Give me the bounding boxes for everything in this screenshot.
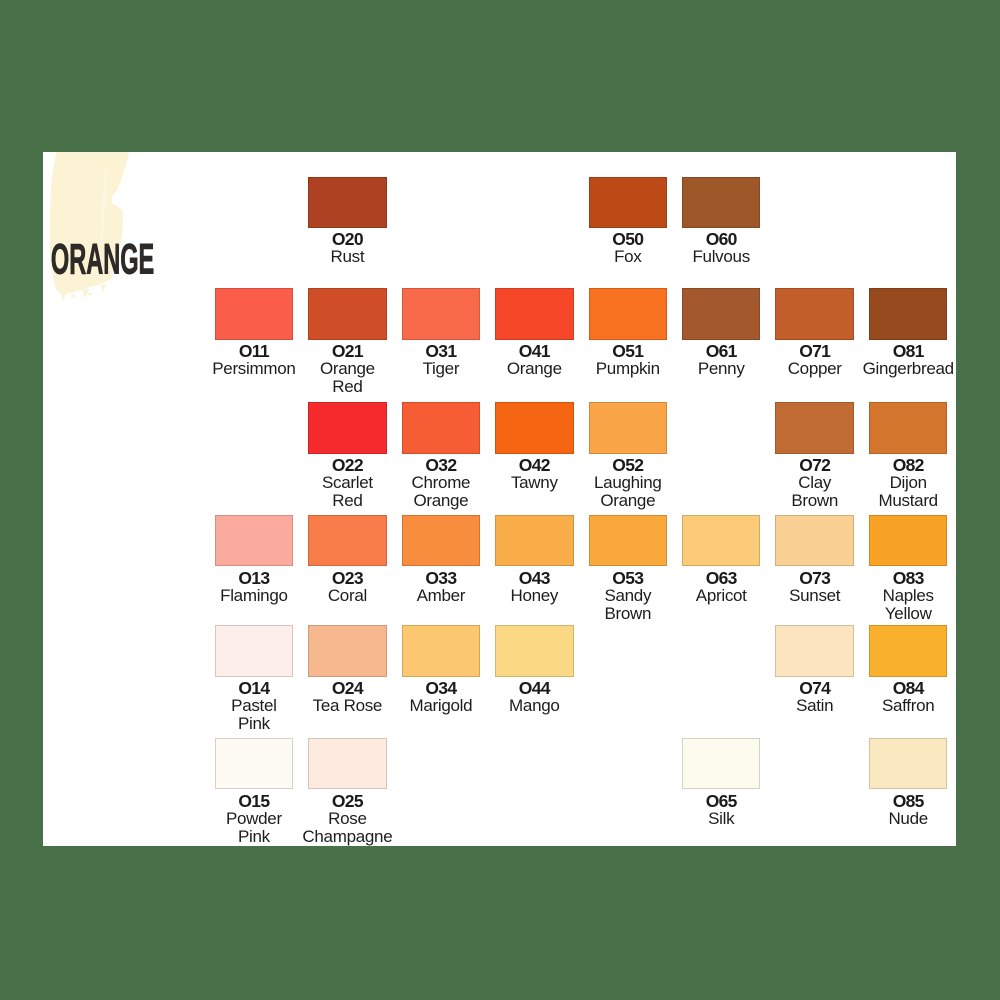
svg-text:ORANGE: ORANGE [51, 236, 154, 283]
